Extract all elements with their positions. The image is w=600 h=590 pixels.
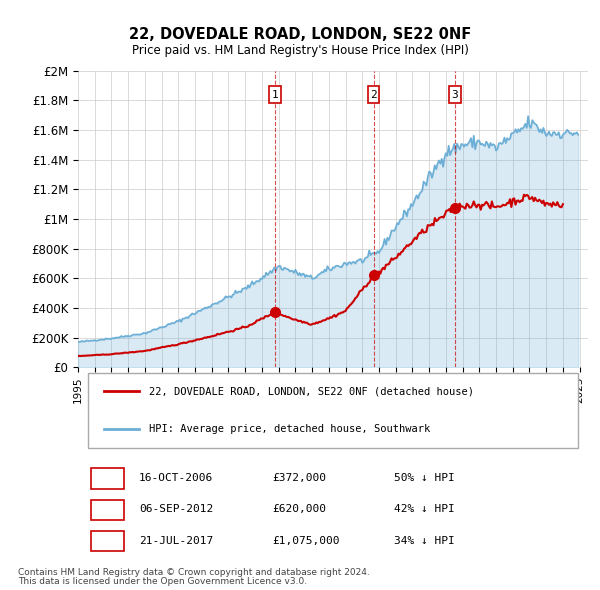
Text: This data is licensed under the Open Government Licence v3.0.: This data is licensed under the Open Gov… xyxy=(18,577,307,586)
FancyBboxPatch shape xyxy=(449,86,461,103)
Text: 50% ↓ HPI: 50% ↓ HPI xyxy=(394,473,455,483)
Text: £372,000: £372,000 xyxy=(272,473,326,483)
Text: HPI: Average price, detached house, Southwark: HPI: Average price, detached house, Sout… xyxy=(149,424,431,434)
Text: 22, DOVEDALE ROAD, LONDON, SE22 0NF: 22, DOVEDALE ROAD, LONDON, SE22 0NF xyxy=(129,27,471,41)
Text: 1: 1 xyxy=(104,473,111,483)
Text: 1: 1 xyxy=(272,90,278,100)
Text: £620,000: £620,000 xyxy=(272,504,326,514)
Text: 22, DOVEDALE ROAD, LONDON, SE22 0NF (detached house): 22, DOVEDALE ROAD, LONDON, SE22 0NF (det… xyxy=(149,386,475,396)
Text: Price paid vs. HM Land Registry's House Price Index (HPI): Price paid vs. HM Land Registry's House … xyxy=(131,44,469,57)
Text: Contains HM Land Registry data © Crown copyright and database right 2024.: Contains HM Land Registry data © Crown c… xyxy=(18,568,370,577)
Text: 2: 2 xyxy=(370,90,377,100)
FancyBboxPatch shape xyxy=(91,468,124,489)
Text: 42% ↓ HPI: 42% ↓ HPI xyxy=(394,504,455,514)
Text: £1,075,000: £1,075,000 xyxy=(272,536,340,546)
FancyBboxPatch shape xyxy=(269,86,281,103)
Text: 3: 3 xyxy=(104,536,111,546)
FancyBboxPatch shape xyxy=(91,500,124,520)
Text: 2: 2 xyxy=(104,504,111,514)
FancyBboxPatch shape xyxy=(368,86,379,103)
Text: 06-SEP-2012: 06-SEP-2012 xyxy=(139,504,214,514)
FancyBboxPatch shape xyxy=(88,373,578,448)
Text: 21-JUL-2017: 21-JUL-2017 xyxy=(139,536,214,546)
FancyBboxPatch shape xyxy=(91,531,124,551)
Text: 3: 3 xyxy=(452,90,458,100)
Text: 34% ↓ HPI: 34% ↓ HPI xyxy=(394,536,455,546)
Text: 16-OCT-2006: 16-OCT-2006 xyxy=(139,473,214,483)
